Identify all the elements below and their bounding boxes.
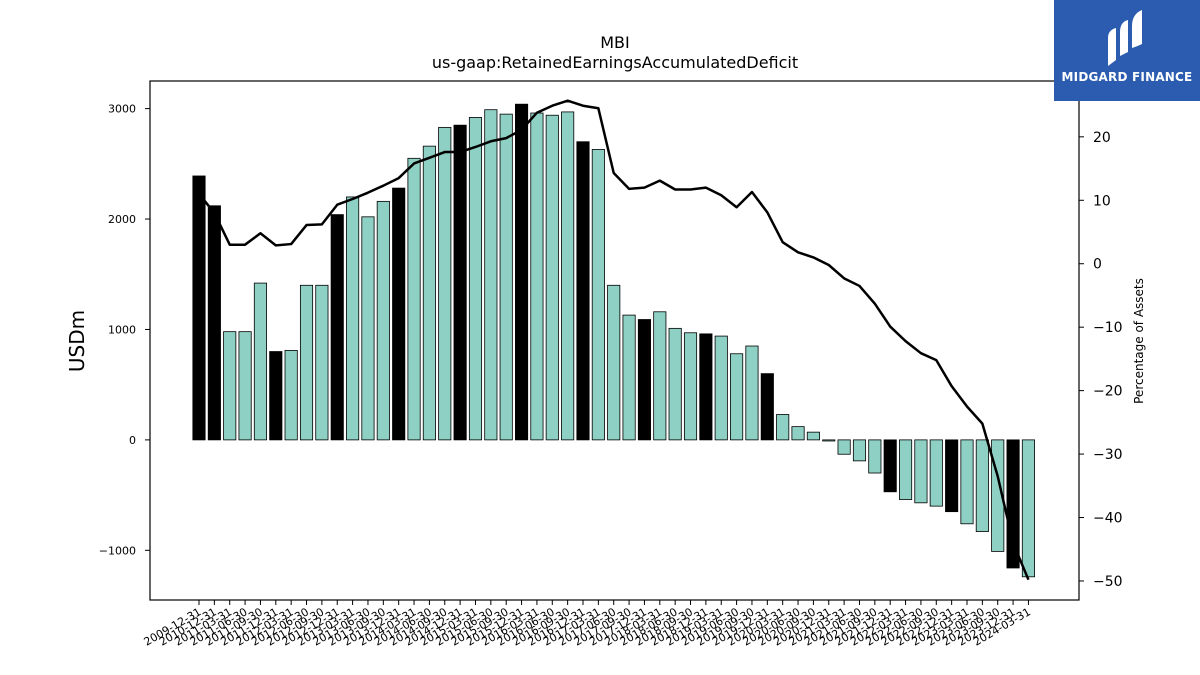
y2-axis-label: Percentage of Assets bbox=[1132, 278, 1146, 404]
bar-35 bbox=[730, 353, 744, 441]
logo-text: MIDGARD FINANCE bbox=[1061, 70, 1193, 84]
bar-42 bbox=[837, 439, 851, 455]
bar-9 bbox=[330, 214, 344, 441]
bar-20 bbox=[499, 113, 513, 441]
y-tick-label: 0 bbox=[129, 434, 136, 447]
bar-16 bbox=[438, 126, 452, 441]
bar-39 bbox=[791, 426, 805, 441]
percentage-of-assets-line bbox=[198, 99, 1030, 581]
bar-53 bbox=[1006, 439, 1020, 569]
bar-32 bbox=[683, 332, 698, 441]
y-axis-label: USDm bbox=[65, 310, 89, 372]
bar-41 bbox=[822, 439, 836, 442]
bar-13 bbox=[392, 187, 406, 441]
bar-3 bbox=[238, 331, 252, 441]
bar-40 bbox=[806, 431, 820, 441]
bar-48 bbox=[929, 439, 943, 507]
bar-0 bbox=[192, 175, 206, 441]
bar-12 bbox=[376, 200, 390, 441]
bar-50 bbox=[960, 439, 974, 525]
bar-27 bbox=[607, 284, 621, 441]
bar-34 bbox=[714, 335, 728, 441]
y2-tick-label: −10 bbox=[1093, 320, 1123, 336]
bar-23 bbox=[545, 114, 559, 441]
bar-49 bbox=[945, 439, 959, 513]
bar-47 bbox=[914, 439, 928, 504]
bar-30 bbox=[653, 311, 667, 441]
y-tick-label: 2000 bbox=[108, 213, 136, 226]
y2-tick-label: 20 bbox=[1093, 130, 1111, 146]
y2-tick-label: −50 bbox=[1093, 574, 1123, 590]
y2-tick-label: 0 bbox=[1093, 257, 1102, 273]
bar-1 bbox=[207, 205, 221, 441]
bar-19 bbox=[484, 109, 498, 441]
bar-24 bbox=[561, 111, 575, 441]
bar-45 bbox=[883, 439, 897, 493]
chart-title: MBI bbox=[600, 33, 630, 52]
bar-4 bbox=[253, 282, 267, 441]
bar-22 bbox=[530, 112, 544, 441]
bar-14 bbox=[407, 157, 421, 441]
bar-38 bbox=[776, 414, 790, 441]
bar-17 bbox=[453, 124, 467, 441]
y-tick-label: 3000 bbox=[108, 103, 136, 116]
y2-tick-label: −40 bbox=[1093, 511, 1123, 527]
bar-37 bbox=[760, 373, 774, 441]
y-tick-label: −1000 bbox=[99, 544, 136, 557]
bar-46 bbox=[899, 439, 913, 500]
midgard-logo-icon bbox=[1108, 10, 1142, 66]
bar-54 bbox=[1021, 439, 1035, 578]
bar-51 bbox=[975, 439, 989, 532]
y2-tick-label: 10 bbox=[1093, 193, 1111, 209]
bar-25 bbox=[576, 141, 590, 441]
bar-2 bbox=[223, 331, 237, 441]
bar-15 bbox=[422, 145, 436, 441]
bar-8 bbox=[315, 284, 329, 441]
bar-33 bbox=[699, 333, 713, 441]
bar-28 bbox=[622, 314, 636, 441]
bar-31 bbox=[668, 327, 682, 441]
bar-5 bbox=[269, 351, 283, 441]
bar-29 bbox=[637, 319, 651, 441]
bar-11 bbox=[361, 216, 375, 441]
bar-26 bbox=[591, 149, 605, 441]
bar-18 bbox=[468, 117, 483, 441]
bar-44 bbox=[868, 439, 882, 474]
bar-7 bbox=[299, 284, 314, 441]
bar-43 bbox=[852, 439, 867, 462]
plot-frame bbox=[149, 80, 1080, 601]
y-tick-label: 1000 bbox=[108, 323, 136, 336]
bar-36 bbox=[745, 345, 759, 441]
chart-subtitle: us-gaap:RetainedEarningsAccumulatedDefic… bbox=[432, 53, 798, 72]
bar-21 bbox=[515, 103, 529, 441]
y2-tick-label: −20 bbox=[1093, 384, 1123, 400]
bar-6 bbox=[284, 350, 298, 441]
y2-tick-label: −30 bbox=[1093, 447, 1123, 463]
midgard-finance-logo: MIDGARD FINANCE bbox=[1054, 0, 1200, 101]
bar-10 bbox=[346, 196, 360, 441]
